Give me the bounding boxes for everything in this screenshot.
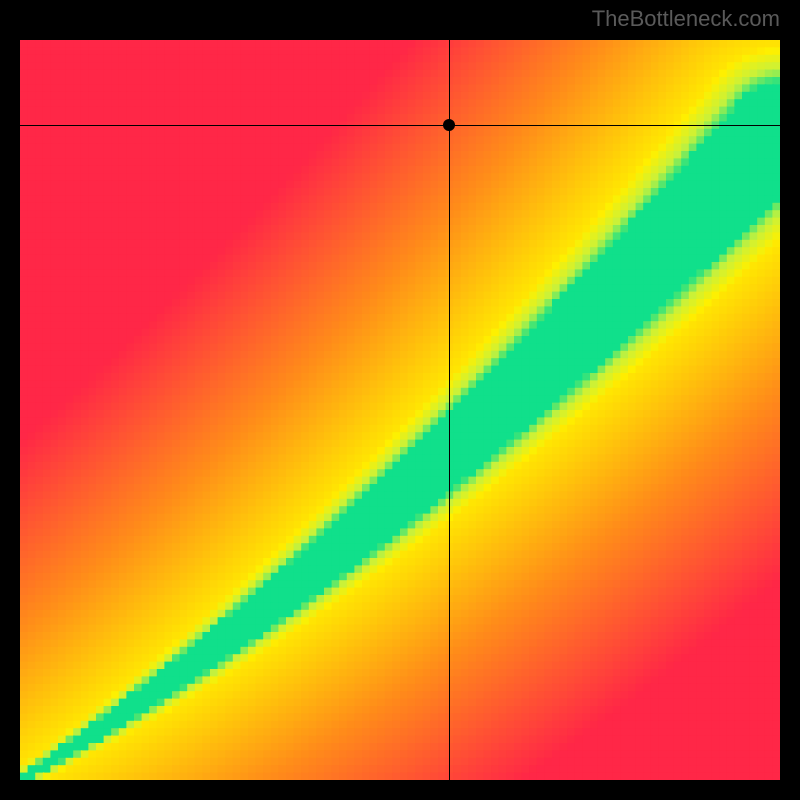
crosshair-horizontal xyxy=(20,125,780,126)
heatmap-canvas xyxy=(20,40,780,780)
crosshair-marker xyxy=(443,119,455,131)
plot-area xyxy=(20,40,780,780)
watermark-text: TheBottleneck.com xyxy=(592,6,780,32)
crosshair-vertical xyxy=(449,40,450,780)
